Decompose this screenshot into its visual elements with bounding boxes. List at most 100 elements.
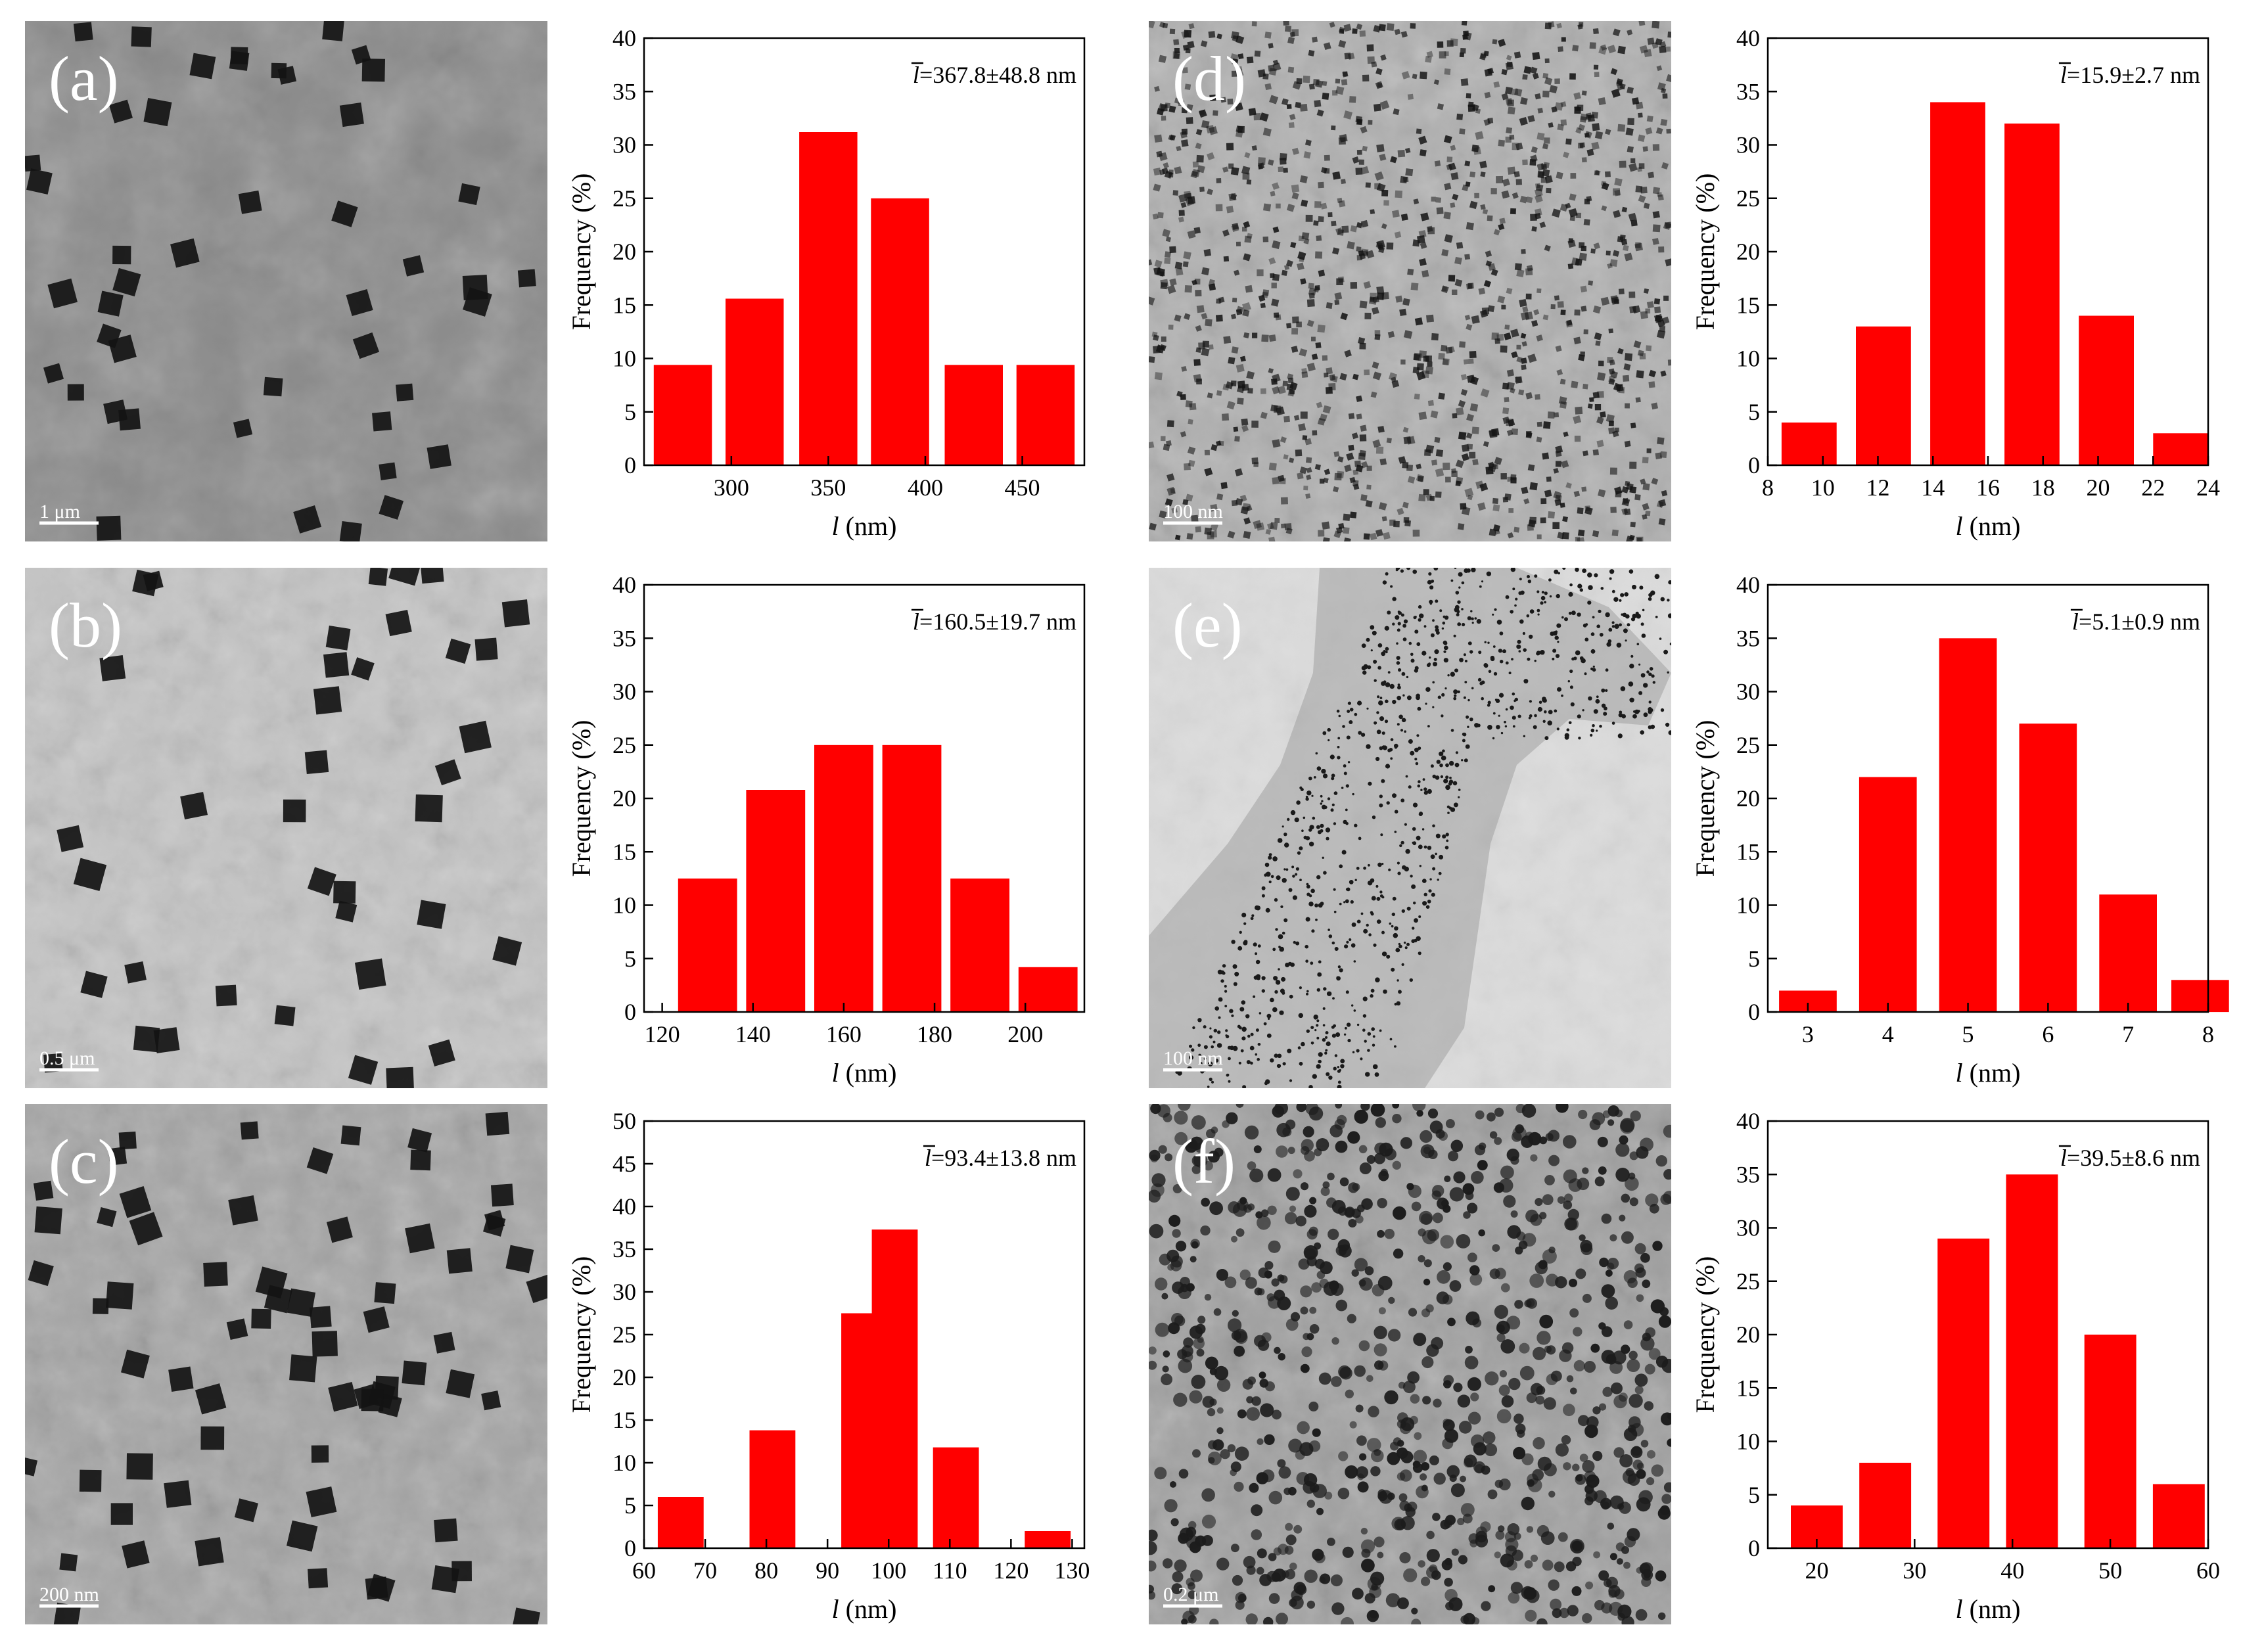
- histogram-bar: [882, 745, 942, 1013]
- x-tick-label: 80: [754, 1557, 778, 1584]
- x-tick-label: 14: [1921, 474, 1945, 501]
- y-tick-label: 20: [612, 1364, 636, 1390]
- y-tick-label: 0: [1748, 1535, 1760, 1561]
- histogram-bar: [1781, 423, 1837, 465]
- y-tick-label: 10: [1736, 346, 1760, 372]
- y-tick-label: 25: [612, 185, 636, 212]
- histogram-c: 0 5 10 15 20 25 30 35 40 45 50 60 70 80 90 100 110 120 130…: [565, 1108, 1104, 1635]
- x-tick-label: 90: [816, 1557, 839, 1584]
- y-tick-label: 15: [612, 838, 636, 865]
- tem-image-d: (d) 100 nm: [1149, 21, 1671, 541]
- mean-annotation: l=39.5±8.6 nm: [2060, 1145, 2200, 1171]
- y-tick-label: 25: [1736, 1268, 1760, 1295]
- y-axis-title: Frequency (%): [566, 173, 596, 331]
- y-tick-label: 40: [1736, 25, 1760, 51]
- histogram-bar: [1939, 638, 1997, 1013]
- y-tick-label: 20: [1736, 239, 1760, 265]
- tem-image-e: (e) 100 nm: [1149, 568, 1671, 1088]
- y-tick-label: 15: [1736, 292, 1760, 318]
- histogram-bar: [871, 198, 929, 466]
- y-tick-label: 40: [612, 572, 636, 598]
- histogram-bar: [1859, 1463, 1912, 1548]
- y-tick-label: 35: [1736, 625, 1760, 651]
- panel-letter: (c): [49, 1126, 119, 1197]
- x-tick-label: 50: [2098, 1557, 2122, 1584]
- histogram-bar: [871, 1229, 918, 1548]
- y-tick-label: 35: [612, 78, 636, 104]
- histogram-bar: [2153, 433, 2209, 466]
- y-tick-label: 5: [624, 1492, 636, 1519]
- particles: [25, 21, 536, 541]
- x-tick-label: 160: [826, 1021, 862, 1047]
- x-tick-label: 300: [714, 474, 749, 501]
- scale-bar-label: 100 nm: [1163, 1047, 1223, 1069]
- tem-image-a: (a) 1 μm: [25, 21, 547, 541]
- histogram-bar: [2004, 124, 2060, 465]
- y-axis-title: Frequency (%): [1690, 173, 1720, 331]
- particles: [25, 1111, 547, 1624]
- histogram-bar: [2099, 894, 2157, 1013]
- x-tick-label: 10: [1811, 474, 1835, 501]
- y-tick-label: 10: [612, 1450, 636, 1476]
- x-tick-label: 130: [1054, 1557, 1090, 1584]
- x-tick-label: 20: [2087, 474, 2110, 501]
- histogram-b: 0 5 10 15 20 25 30 35 40 120 140 160 180 200 Frequency…: [565, 572, 1104, 1099]
- x-tick-label: 400: [908, 474, 943, 501]
- y-tick-label: 45: [612, 1151, 636, 1177]
- x-tick-label: 20: [1805, 1557, 1828, 1584]
- y-tick-label: 25: [1736, 732, 1760, 758]
- y-tick-label: 5: [1748, 399, 1760, 425]
- particles: [1149, 21, 1671, 541]
- mean-annotation: l=93.4±13.8 nm: [925, 1145, 1076, 1171]
- y-tick-label: 15: [612, 292, 636, 318]
- y-tick-label: 15: [1736, 838, 1760, 865]
- y-tick-label: 40: [1736, 572, 1760, 598]
- x-tick-label: 60: [2196, 1557, 2220, 1584]
- histogram-bar: [1859, 777, 1917, 1012]
- histogram-bar: [2171, 980, 2229, 1013]
- x-tick-label: 110: [933, 1557, 967, 1584]
- particles: [1149, 1104, 1671, 1624]
- y-tick-label: 15: [612, 1407, 636, 1433]
- histogram-bar: [1025, 1531, 1071, 1548]
- y-tick-label: 5: [624, 399, 636, 425]
- y-tick-label: 25: [612, 1321, 636, 1348]
- histogram-bar: [1016, 365, 1075, 466]
- histogram-d: 0 5 10 15 20 25 30 35 40 8 10 12 14 16 18 20 22 24 Frequen…: [1689, 25, 2228, 552]
- panel-letter: (a): [49, 43, 119, 114]
- x-tick-label: 12: [1866, 474, 1890, 501]
- histogram-bar: [2006, 1174, 2058, 1549]
- y-tick-label: 5: [624, 946, 636, 972]
- y-tick-label: 0: [1748, 452, 1760, 478]
- x-tick-label: 40: [2000, 1557, 2024, 1584]
- scale-bar-label: 0.5 μm: [39, 1047, 95, 1069]
- y-tick-label: 20: [1736, 1321, 1760, 1348]
- x-axis-title: l (nm): [832, 1594, 897, 1624]
- x-axis-title: l (nm): [1956, 1594, 2021, 1624]
- histogram-bar: [1018, 967, 1078, 1013]
- x-tick-label: 100: [871, 1557, 906, 1584]
- histogram-bar: [944, 365, 1003, 466]
- histogram-bar: [950, 878, 1009, 1012]
- scale-bar-label: 200 nm: [39, 1584, 99, 1605]
- y-tick-label: 35: [612, 625, 636, 651]
- histogram-bar: [1937, 1238, 1990, 1549]
- y-tick-label: 30: [612, 679, 636, 705]
- x-tick-label: 120: [645, 1021, 680, 1047]
- y-tick-label: 0: [624, 452, 636, 478]
- scale-bar-label: 1 μm: [39, 501, 80, 522]
- y-axis-title: Frequency (%): [566, 1256, 596, 1413]
- panel-letter: (f): [1172, 1126, 1236, 1197]
- x-tick-label: 6: [2042, 1021, 2054, 1047]
- x-tick-label: 7: [2122, 1021, 2134, 1047]
- histogram-bar: [726, 298, 784, 465]
- y-tick-label: 0: [1748, 999, 1760, 1025]
- y-tick-label: 40: [612, 25, 636, 51]
- y-tick-label: 20: [612, 785, 636, 812]
- histogram-e: 0 5 10 15 20 25 30 35 40 3 4 5 6 7 8 Frequency (%) l (nm…: [1689, 572, 2229, 1099]
- y-tick-label: 15: [1736, 1375, 1760, 1401]
- y-tick-label: 20: [612, 239, 636, 265]
- mean-annotation: l=15.9±2.7 nm: [2060, 62, 2200, 88]
- x-tick-label: 8: [2202, 1021, 2214, 1047]
- y-tick-label: 0: [624, 999, 636, 1025]
